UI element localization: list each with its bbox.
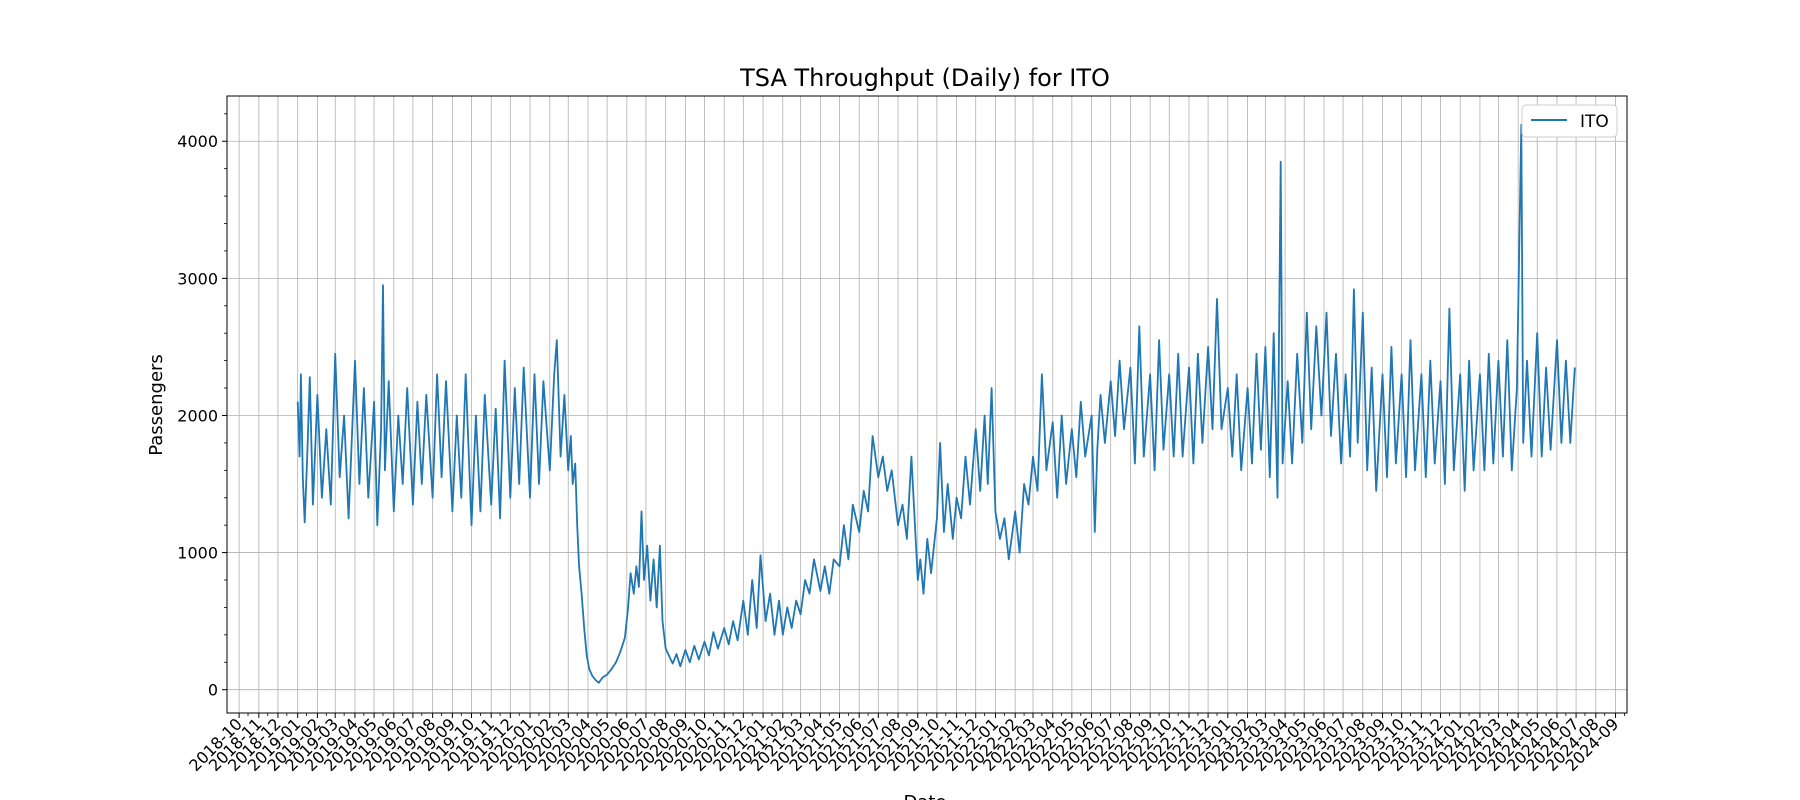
series-layer [296, 123, 1576, 684]
legend-box [1521, 104, 1618, 138]
series-line-ito [296, 123, 1576, 684]
chart-title: TSA Throughput (Daily) for ITO [739, 64, 1110, 92]
y-tick-label: 0 [208, 681, 218, 700]
y-axis-label: Passengers [146, 354, 167, 456]
y-tick-label: 2000 [177, 406, 218, 425]
y-tick-label: 1000 [177, 544, 218, 563]
legend-label-ito: ITO [1580, 112, 1609, 132]
plot-frame [226, 95, 1628, 714]
axis-ticks: 010002000300040002018-102018-112018-1220… [177, 113, 1625, 775]
legend: ITO [1521, 104, 1618, 138]
x-axis-label: Date [903, 792, 946, 800]
y-tick-label: 4000 [177, 132, 218, 151]
y-tick-label: 3000 [177, 269, 218, 288]
